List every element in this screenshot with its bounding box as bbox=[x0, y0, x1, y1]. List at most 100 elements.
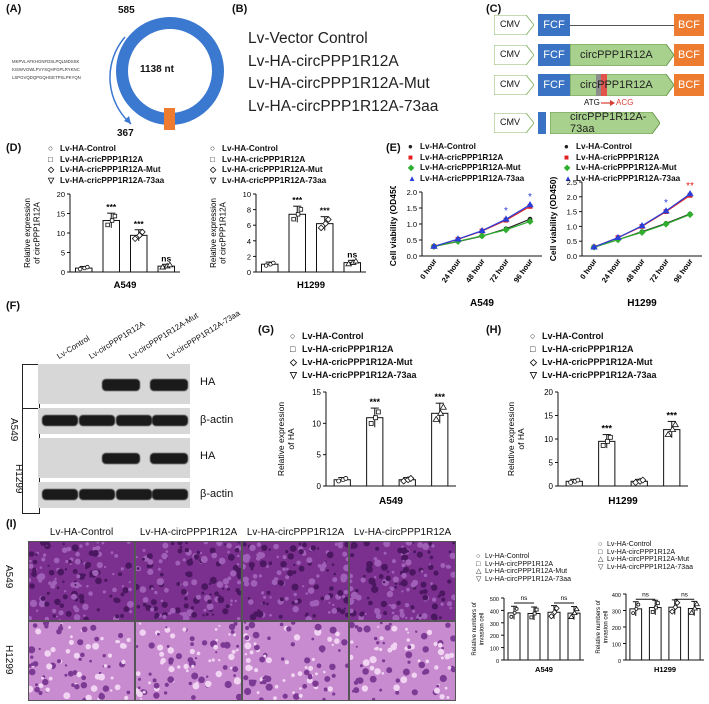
cell-blob bbox=[344, 566, 347, 569]
cell-blob bbox=[216, 542, 223, 547]
cell-blob bbox=[275, 577, 279, 581]
cell-blob bbox=[324, 676, 331, 682]
orf-arc bbox=[109, 36, 132, 125]
y-tick-label: 10 bbox=[57, 229, 65, 238]
cell-blob bbox=[359, 611, 364, 617]
cell-blob bbox=[167, 647, 175, 654]
cell-blob bbox=[82, 697, 87, 700]
data-point bbox=[672, 604, 679, 611]
cell-blob bbox=[394, 585, 397, 589]
y-tick-label: 20 bbox=[544, 388, 553, 397]
cell-blob bbox=[196, 550, 200, 555]
cell-blob bbox=[62, 580, 65, 583]
y-tick-label: 0.5 bbox=[407, 236, 417, 245]
micrograph-texture bbox=[243, 622, 348, 700]
cell-blob bbox=[402, 559, 405, 562]
position-367: 367 bbox=[117, 128, 134, 139]
cell-blob bbox=[292, 691, 295, 695]
bar bbox=[366, 417, 384, 487]
cell-blob bbox=[153, 682, 160, 689]
legend-entry: Lv-HA-cricPPP1R12A-Mut bbox=[420, 163, 521, 172]
invasion-micrograph bbox=[28, 541, 135, 621]
cell-blob bbox=[125, 562, 132, 569]
legend-entry: Lv-HA-circPPP1R12A-Mut bbox=[607, 556, 690, 563]
cell-blob bbox=[249, 613, 257, 620]
cell-blob bbox=[199, 552, 203, 555]
micrograph-texture bbox=[350, 542, 455, 620]
cell-blob bbox=[243, 576, 249, 583]
cell-blob bbox=[258, 574, 262, 578]
x-axis-label: H1299 bbox=[654, 665, 676, 674]
x-tick-label: 0 hour bbox=[578, 257, 599, 281]
cell-blob bbox=[71, 544, 79, 552]
cell-blob bbox=[256, 552, 264, 559]
cell-blob bbox=[343, 607, 346, 610]
row-label: A549 bbox=[3, 565, 14, 589]
cell-blob bbox=[291, 583, 299, 591]
cell-blob bbox=[244, 653, 248, 656]
data-point bbox=[436, 409, 445, 416]
panel-f-western-blot: Lv-Control Lv-circPPP1R12A Lv-circPPP1R1… bbox=[0, 296, 255, 516]
cell-blob bbox=[244, 622, 247, 624]
cell-blob bbox=[83, 616, 89, 620]
cell-blob bbox=[152, 678, 157, 683]
cell-blob bbox=[189, 636, 195, 642]
cell-blob bbox=[107, 653, 113, 658]
bar bbox=[288, 213, 306, 273]
cell-blob bbox=[78, 573, 85, 580]
row-label: H1299 bbox=[3, 645, 14, 675]
column-title: Lv-HA-circPPP1R12A bbox=[353, 527, 452, 538]
cell-blob bbox=[291, 673, 295, 678]
significance-label: ns bbox=[521, 595, 529, 602]
cell-blob bbox=[444, 686, 448, 690]
cell-blob bbox=[329, 626, 337, 634]
cell-blob bbox=[81, 675, 87, 681]
cell-blob bbox=[191, 695, 196, 700]
cell-blob bbox=[439, 674, 447, 683]
cell-blob bbox=[292, 606, 299, 613]
cell-blob bbox=[47, 564, 50, 567]
circrna-length: 1138 nt bbox=[140, 64, 174, 75]
cell-blob bbox=[327, 636, 333, 642]
cell-blob bbox=[175, 653, 182, 660]
significance-label: *** bbox=[134, 219, 145, 229]
cell-blob bbox=[248, 599, 254, 605]
cell-blob bbox=[118, 632, 124, 639]
cell-blob bbox=[333, 572, 337, 576]
circrna-diagram bbox=[109, 17, 224, 130]
x-axis-label: H1299 bbox=[627, 298, 657, 309]
cell-blob bbox=[350, 608, 354, 614]
band-label-ha: HA bbox=[200, 376, 216, 388]
cell-blob bbox=[411, 672, 417, 678]
cell-blob bbox=[79, 544, 83, 548]
cell-blob bbox=[232, 564, 239, 571]
cell-blob bbox=[138, 677, 141, 681]
cell-blob bbox=[254, 644, 260, 651]
cell-blob bbox=[72, 569, 78, 574]
cell-blob bbox=[42, 553, 47, 557]
cell-blob bbox=[284, 660, 289, 665]
cell-blob bbox=[120, 613, 125, 618]
panel-label-d: (D) bbox=[6, 142, 22, 154]
cell-blob bbox=[337, 590, 344, 596]
y-tick-label: 200 bbox=[612, 626, 621, 632]
cell-blob bbox=[315, 672, 318, 676]
cell-blob bbox=[245, 664, 252, 672]
cell-blob bbox=[115, 614, 120, 619]
cell-blob bbox=[38, 683, 44, 688]
y-tick-label: 300 bbox=[612, 610, 621, 616]
cell-blob bbox=[29, 577, 32, 583]
cell-blob bbox=[274, 684, 279, 689]
cell-blob bbox=[323, 687, 328, 692]
cell-blob bbox=[140, 697, 143, 700]
cell-blob bbox=[447, 579, 452, 584]
cell-blob bbox=[407, 645, 412, 649]
cell-blob bbox=[391, 611, 395, 615]
cell-blob bbox=[384, 624, 391, 631]
data-point bbox=[109, 218, 115, 223]
y-tick-label: 10 bbox=[243, 190, 251, 199]
blot-h1299-actin bbox=[38, 482, 190, 508]
chart-i-h1299: 0 100 200 300 400 ns ns H1299 Relative numbers o… bbox=[596, 591, 704, 674]
cmv-promoter bbox=[494, 45, 534, 65]
cell-blob bbox=[405, 559, 412, 566]
